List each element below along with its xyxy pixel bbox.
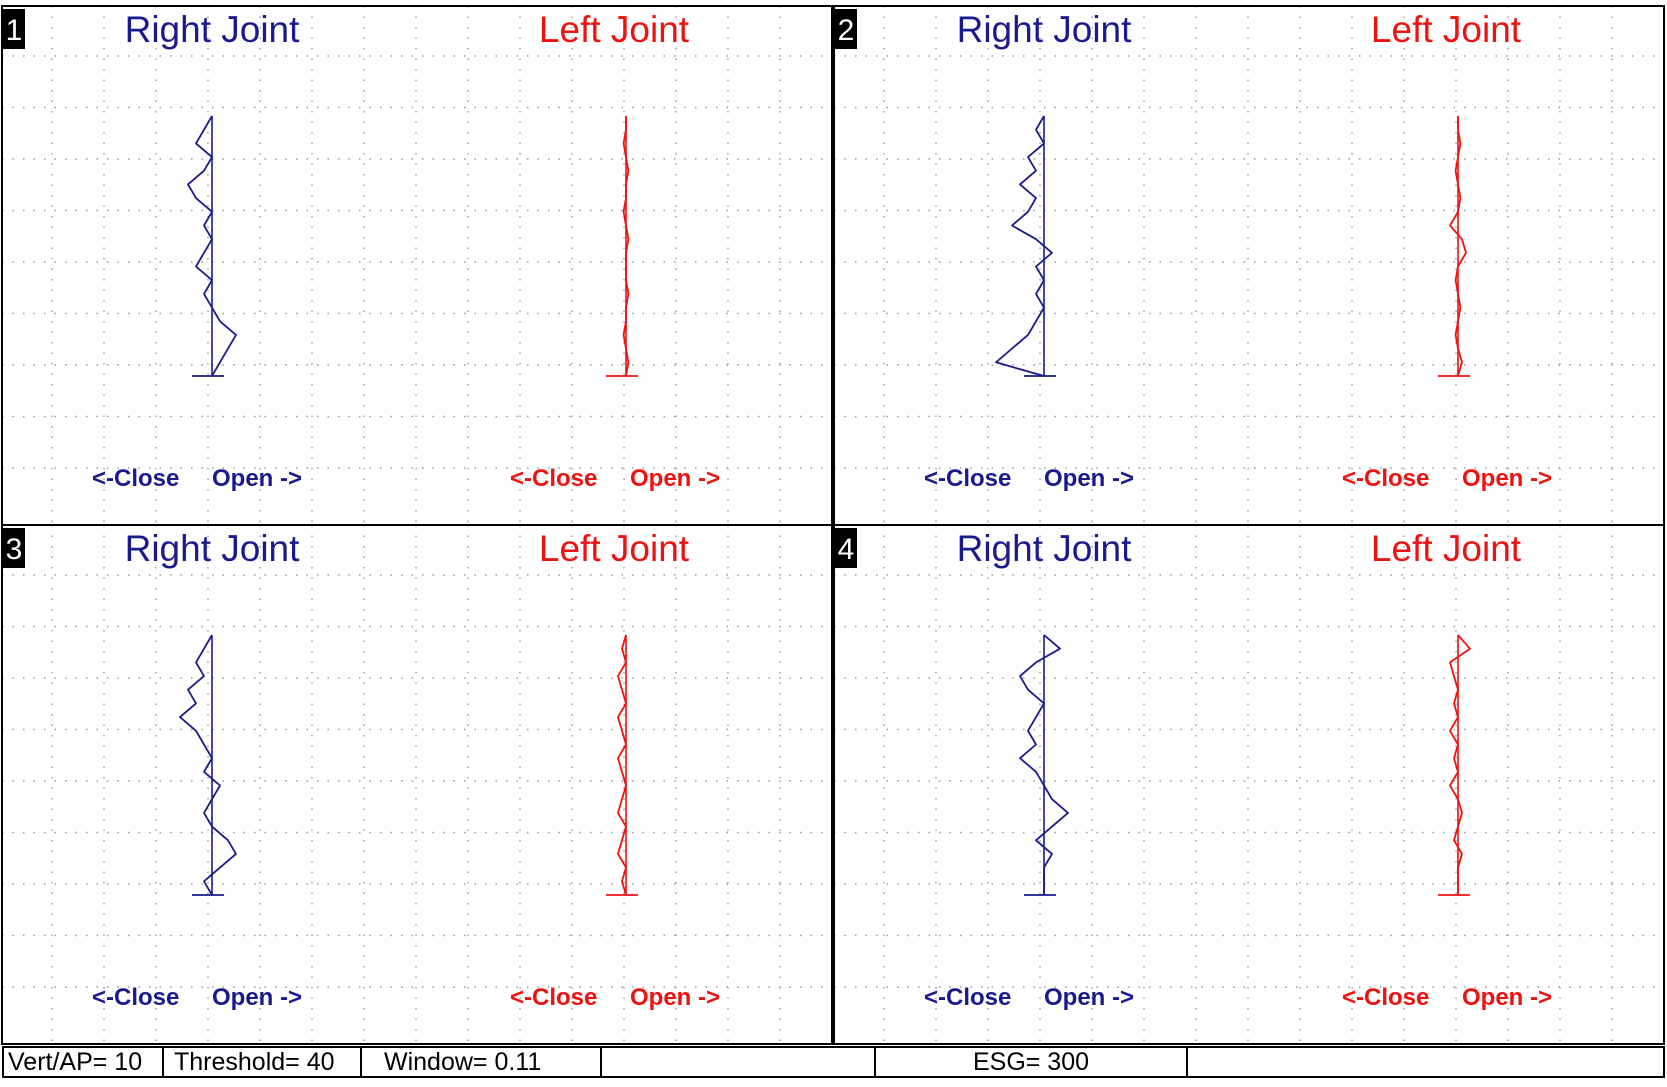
panel-number: 2	[838, 14, 855, 47]
left-open-label: Open ->	[1462, 465, 1552, 492]
right-close-label: <-Close	[924, 984, 1011, 1011]
right-joint-trace	[187, 115, 237, 377]
left-close-label: <-Close	[1342, 465, 1429, 492]
left-close-label: <-Close	[1342, 984, 1429, 1011]
right-joint-trace	[1019, 634, 1069, 895]
panel-4: 4 Right Joint Left Joint <-Close Open -> <-Cl…	[833, 524, 1666, 1045]
left-joint-trace	[622, 116, 630, 377]
window-readout: Window= 0.11	[362, 1048, 602, 1076]
right-close-label: <-Close	[92, 984, 179, 1011]
panel-1: 1 Right Joint Left Joint <-Close Open -> <-Cl…	[1, 5, 834, 526]
panel-number: 3	[6, 533, 23, 566]
left-close-label: <-Close	[510, 984, 597, 1011]
status-bar: Vert/AP= 10 Threshold= 40 Window= 0.11 E…	[2, 1046, 1665, 1078]
status-blank-cell	[1188, 1048, 1663, 1076]
vert-ap-readout: Vert/AP= 10	[4, 1048, 164, 1076]
panel-frame	[1, 524, 833, 1045]
grid	[2, 6, 834, 525]
panel-number-badge	[835, 9, 857, 49]
right-open-label: Open ->	[1044, 465, 1134, 492]
threshold-readout: Threshold= 40	[164, 1048, 362, 1076]
right-close-label: <-Close	[924, 465, 1011, 492]
panel-number-badge	[3, 528, 25, 568]
left-joint-title: Left Joint	[1371, 9, 1522, 50]
left-open-label: Open ->	[630, 984, 720, 1011]
panel-number: 4	[838, 533, 855, 566]
right-close-label: <-Close	[92, 465, 179, 492]
left-close-label: <-Close	[510, 465, 597, 492]
status-blank-cell	[602, 1048, 876, 1076]
left-joint-trace	[617, 634, 627, 896]
right-joint-title: Right Joint	[957, 528, 1133, 569]
right-joint-trace	[179, 634, 237, 896]
right-open-label: Open ->	[212, 465, 302, 492]
panel-number: 1	[6, 14, 23, 47]
left-joint-trace	[1449, 634, 1471, 895]
left-joint-title: Left Joint	[539, 9, 690, 50]
esg-readout: ESG= 300	[876, 1048, 1188, 1076]
right-joint-title: Right Joint	[125, 528, 301, 569]
grid	[834, 525, 1666, 1044]
panel-frame	[833, 524, 1665, 1045]
grid	[2, 525, 834, 1044]
right-open-label: Open ->	[1044, 984, 1134, 1011]
left-joint-title: Left Joint	[539, 528, 690, 569]
panel-3: 3 Right Joint Left Joint <-Close Open -> <-Cl…	[1, 524, 834, 1045]
left-joint-title: Left Joint	[1371, 528, 1522, 569]
right-joint-trace	[995, 115, 1053, 377]
right-joint-title: Right Joint	[957, 9, 1133, 50]
grid	[834, 6, 1666, 525]
left-open-label: Open ->	[630, 465, 720, 492]
right-joint-title: Right Joint	[125, 9, 301, 50]
left-open-label: Open ->	[1462, 984, 1552, 1011]
left-joint-trace	[1449, 116, 1467, 377]
panel-number-badge	[835, 528, 857, 568]
right-open-label: Open ->	[212, 984, 302, 1011]
panel-number-badge	[3, 9, 25, 49]
